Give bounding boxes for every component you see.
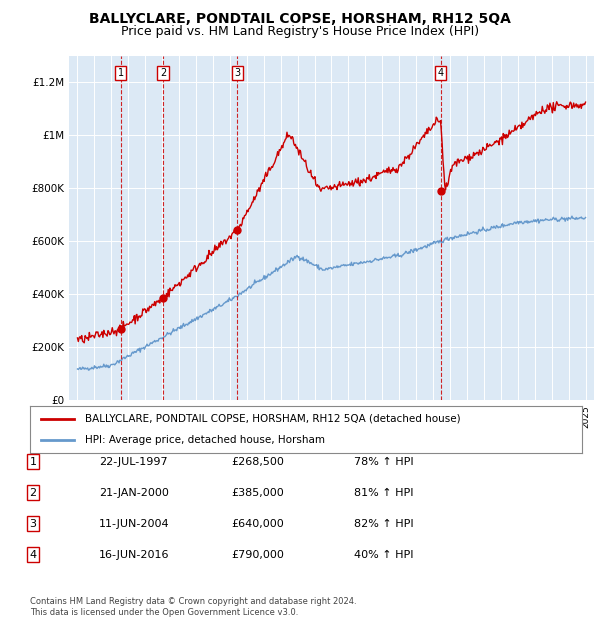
Text: 1: 1 <box>118 68 124 78</box>
Text: £268,500: £268,500 <box>231 457 284 467</box>
Text: 21-JAN-2000: 21-JAN-2000 <box>99 488 169 498</box>
Text: HPI: Average price, detached house, Horsham: HPI: Average price, detached house, Hors… <box>85 435 325 445</box>
Text: Price paid vs. HM Land Registry's House Price Index (HPI): Price paid vs. HM Land Registry's House … <box>121 25 479 38</box>
Text: 81% ↑ HPI: 81% ↑ HPI <box>354 488 413 498</box>
Text: 16-JUN-2016: 16-JUN-2016 <box>99 550 170 560</box>
Text: 11-JUN-2004: 11-JUN-2004 <box>99 519 170 529</box>
Text: £385,000: £385,000 <box>231 488 284 498</box>
Text: 3: 3 <box>234 68 241 78</box>
Text: BALLYCLARE, PONDTAIL COPSE, HORSHAM, RH12 5QA (detached house): BALLYCLARE, PONDTAIL COPSE, HORSHAM, RH1… <box>85 414 461 423</box>
Text: 4: 4 <box>438 68 444 78</box>
Text: 2: 2 <box>29 488 37 498</box>
Text: 2: 2 <box>160 68 166 78</box>
Text: 40% ↑ HPI: 40% ↑ HPI <box>354 550 413 560</box>
Text: BALLYCLARE, PONDTAIL COPSE, HORSHAM, RH12 5QA: BALLYCLARE, PONDTAIL COPSE, HORSHAM, RH1… <box>89 12 511 27</box>
Text: 3: 3 <box>29 519 37 529</box>
Text: 22-JUL-1997: 22-JUL-1997 <box>99 457 167 467</box>
Text: Contains HM Land Registry data © Crown copyright and database right 2024.
This d: Contains HM Land Registry data © Crown c… <box>30 598 356 617</box>
Text: 1: 1 <box>29 457 37 467</box>
Text: £790,000: £790,000 <box>231 550 284 560</box>
Text: £640,000: £640,000 <box>231 519 284 529</box>
Text: 4: 4 <box>29 550 37 560</box>
Text: 78% ↑ HPI: 78% ↑ HPI <box>354 457 413 467</box>
Text: 82% ↑ HPI: 82% ↑ HPI <box>354 519 413 529</box>
